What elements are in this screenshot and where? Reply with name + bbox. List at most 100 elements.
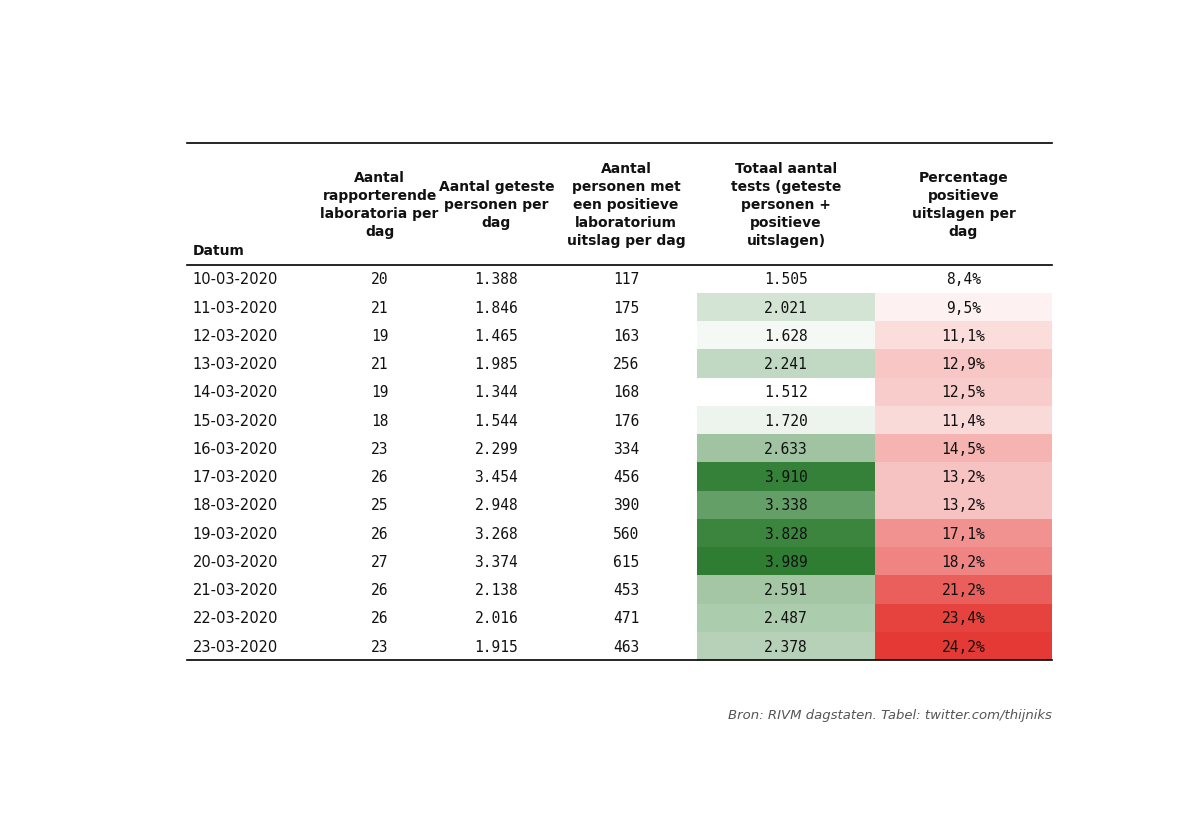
Text: 26: 26: [371, 526, 389, 541]
Bar: [875, 265, 1052, 294]
Text: 17,1%: 17,1%: [942, 526, 985, 541]
Text: Aantal
personen met
een positieve
laboratorium
uitslag per dag: Aantal personen met een positieve labora…: [566, 162, 685, 248]
Text: 27: 27: [371, 554, 389, 569]
Text: 23: 23: [371, 639, 389, 654]
Text: 1.505: 1.505: [764, 272, 808, 287]
Text: 2.241: 2.241: [764, 357, 808, 372]
Text: 26: 26: [371, 469, 389, 484]
Text: 17-03-2020: 17-03-2020: [193, 469, 278, 484]
Text: 12-03-2020: 12-03-2020: [193, 329, 278, 344]
Text: 463: 463: [613, 639, 640, 654]
Text: 3.989: 3.989: [764, 554, 808, 569]
Text: Aantal
rapporterende
laboratoria per
dag: Aantal rapporterende laboratoria per dag: [320, 171, 439, 238]
Bar: [875, 633, 1052, 661]
Text: 2.299: 2.299: [474, 441, 518, 456]
Bar: [875, 322, 1052, 350]
Text: 3.268: 3.268: [474, 526, 518, 541]
Text: 256: 256: [613, 357, 640, 372]
Text: 19: 19: [371, 385, 389, 400]
Text: 1.388: 1.388: [474, 272, 518, 287]
Text: Totaal aantal
tests (geteste
personen +
positieve
uitslagen): Totaal aantal tests (geteste personen + …: [731, 162, 841, 248]
Text: 21: 21: [371, 357, 389, 372]
Text: 1.512: 1.512: [764, 385, 808, 400]
Text: 19-03-2020: 19-03-2020: [193, 526, 278, 541]
Text: 11,4%: 11,4%: [942, 413, 985, 428]
Text: 2.378: 2.378: [764, 639, 808, 654]
Text: 1.628: 1.628: [764, 329, 808, 344]
Bar: [697, 491, 875, 519]
Text: 24,2%: 24,2%: [942, 639, 985, 654]
Text: 560: 560: [613, 526, 640, 541]
Text: 1.544: 1.544: [474, 413, 518, 428]
Bar: [697, 633, 875, 661]
Bar: [697, 575, 875, 604]
Text: 453: 453: [613, 582, 640, 597]
Bar: [697, 265, 875, 294]
Text: 8,4%: 8,4%: [946, 272, 980, 287]
Bar: [875, 491, 1052, 519]
Text: 2.948: 2.948: [474, 498, 518, 513]
Text: 26: 26: [371, 582, 389, 597]
Text: 163: 163: [613, 329, 640, 344]
Text: 2.487: 2.487: [764, 610, 808, 626]
Text: 20: 20: [371, 272, 389, 287]
Bar: [697, 435, 875, 463]
Text: 471: 471: [613, 610, 640, 626]
Bar: [875, 435, 1052, 463]
Text: 21-03-2020: 21-03-2020: [193, 582, 278, 597]
Text: 13,2%: 13,2%: [942, 469, 985, 484]
Bar: [875, 463, 1052, 491]
Text: 10-03-2020: 10-03-2020: [193, 272, 278, 287]
Text: 3.454: 3.454: [474, 469, 518, 484]
Text: 19: 19: [371, 329, 389, 344]
Text: 9,5%: 9,5%: [946, 301, 980, 315]
Text: 2.016: 2.016: [474, 610, 518, 626]
Bar: [875, 519, 1052, 547]
Text: 23-03-2020: 23-03-2020: [193, 639, 278, 654]
Bar: [875, 350, 1052, 378]
Bar: [875, 407, 1052, 435]
Text: 2.021: 2.021: [764, 301, 808, 315]
Bar: [697, 350, 875, 378]
Bar: [875, 575, 1052, 604]
Text: 13,2%: 13,2%: [942, 498, 985, 513]
Text: 20-03-2020: 20-03-2020: [193, 554, 278, 569]
Bar: [875, 378, 1052, 407]
Text: 21: 21: [371, 301, 389, 315]
Text: 15-03-2020: 15-03-2020: [193, 413, 278, 428]
Text: 18-03-2020: 18-03-2020: [193, 498, 278, 513]
Text: 2.633: 2.633: [764, 441, 808, 456]
Text: Percentage
positieve
uitslagen per
dag: Percentage positieve uitslagen per dag: [912, 171, 1015, 238]
Text: 12,9%: 12,9%: [942, 357, 985, 372]
Bar: [697, 322, 875, 350]
Text: 1.985: 1.985: [474, 357, 518, 372]
Text: 12,5%: 12,5%: [942, 385, 985, 400]
Text: 18: 18: [371, 413, 389, 428]
Text: 14-03-2020: 14-03-2020: [193, 385, 278, 400]
Text: 117: 117: [613, 272, 640, 287]
Bar: [697, 519, 875, 547]
Bar: [697, 407, 875, 435]
Text: 3.338: 3.338: [764, 498, 808, 513]
Text: 14,5%: 14,5%: [942, 441, 985, 456]
Text: 26: 26: [371, 610, 389, 626]
Text: 13-03-2020: 13-03-2020: [193, 357, 278, 372]
Text: 2.591: 2.591: [764, 582, 808, 597]
Bar: [697, 547, 875, 575]
Text: 175: 175: [613, 301, 640, 315]
Text: 456: 456: [613, 469, 640, 484]
Text: 2.138: 2.138: [474, 582, 518, 597]
Bar: [697, 294, 875, 322]
Text: 3.910: 3.910: [764, 469, 808, 484]
Text: Datum: Datum: [193, 243, 245, 258]
Bar: [697, 463, 875, 491]
Bar: [875, 604, 1052, 633]
Text: 23: 23: [371, 441, 389, 456]
Text: 168: 168: [613, 385, 640, 400]
Text: 1.344: 1.344: [474, 385, 518, 400]
Text: 1.465: 1.465: [474, 329, 518, 344]
Bar: [875, 294, 1052, 322]
Bar: [875, 547, 1052, 575]
Bar: [697, 604, 875, 633]
Text: 1.720: 1.720: [764, 413, 808, 428]
